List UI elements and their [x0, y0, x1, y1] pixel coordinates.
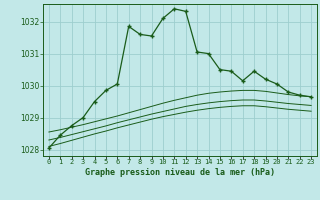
X-axis label: Graphe pression niveau de la mer (hPa): Graphe pression niveau de la mer (hPa) [85, 168, 275, 177]
